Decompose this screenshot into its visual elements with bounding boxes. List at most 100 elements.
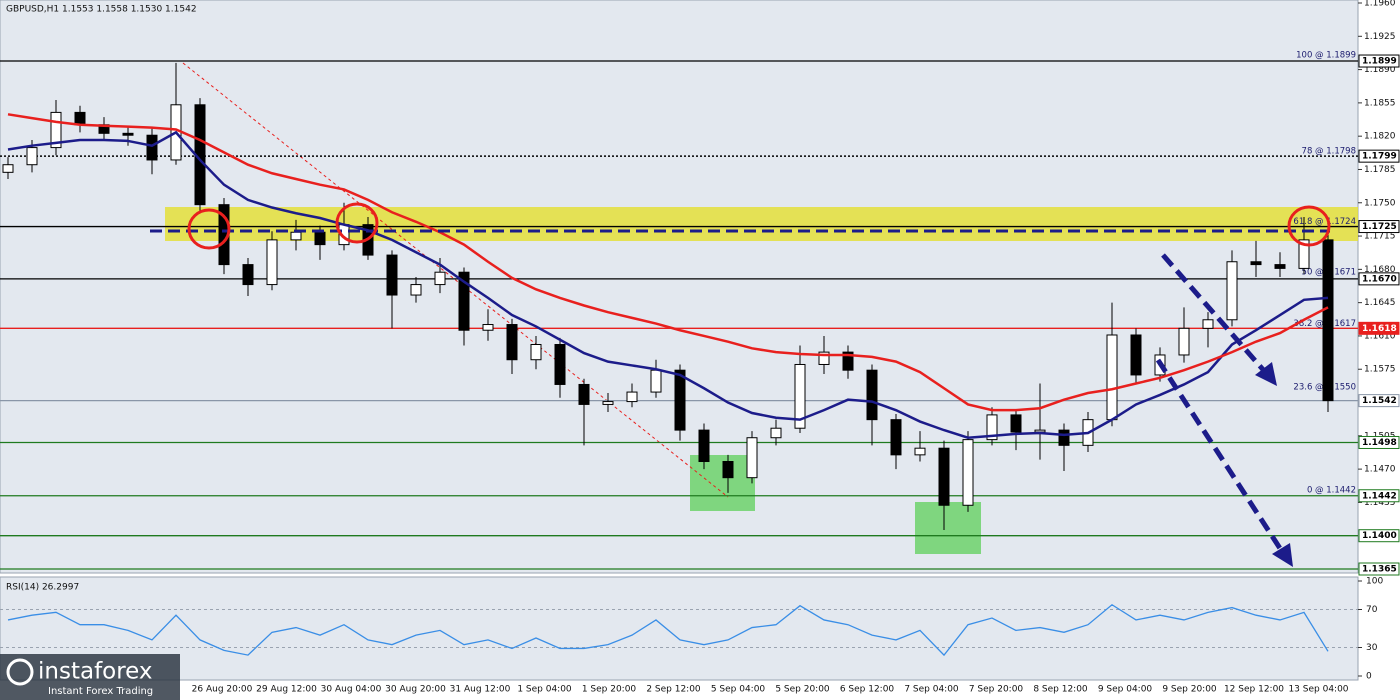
watermark-logo xyxy=(6,658,34,686)
candle-body xyxy=(242,264,254,286)
arrow-shaft xyxy=(1161,253,1268,375)
candle-body xyxy=(674,369,686,431)
candle-body xyxy=(506,324,518,361)
candle-body xyxy=(266,239,278,286)
candle-body xyxy=(482,324,494,331)
price-box-label: 1.1400 xyxy=(1362,531,1397,541)
y-tick-label: 70 xyxy=(1366,605,1378,615)
over-layer xyxy=(150,202,1331,567)
brand-tagline: Instant Forex Trading xyxy=(48,686,153,697)
y-tick-label: 1.1435 xyxy=(1364,498,1396,508)
candle-body xyxy=(554,344,566,385)
x-tick-label: 1 Sep 20:00 xyxy=(582,685,637,695)
candle-body xyxy=(458,271,470,331)
candle-body xyxy=(434,271,446,286)
fib-label: 61.8 @ 1.1724 xyxy=(1293,217,1356,227)
candle-body xyxy=(530,344,542,361)
y-tick-label: 1.1925 xyxy=(1364,32,1396,42)
candle-body xyxy=(26,147,38,166)
x-tick-label: 6 Sep 12:00 xyxy=(840,685,895,695)
candle-body xyxy=(962,439,974,506)
price-box-label: 1.1498 xyxy=(1362,438,1397,448)
price-box xyxy=(1358,321,1400,335)
candle-body xyxy=(1202,319,1214,329)
candle-body xyxy=(290,231,302,241)
x-tick-label: 29 Aug 12:00 xyxy=(256,685,317,695)
moving-average xyxy=(7,113,1329,412)
candle-body xyxy=(842,351,854,371)
candle-body xyxy=(1322,239,1334,402)
candle-body xyxy=(50,111,62,149)
x-tick-label: 5 Sep 20:00 xyxy=(775,685,830,695)
candle-body xyxy=(386,254,398,296)
price-box-label: 1.1542 xyxy=(1362,396,1397,406)
circle-marker xyxy=(1287,205,1331,247)
candle-body xyxy=(626,391,638,403)
x-tick-label: 2 Sep 12:00 xyxy=(646,685,701,695)
price-box-label: 1.1618 xyxy=(1362,324,1397,334)
y-tick-label: 1.1610 xyxy=(1364,331,1396,341)
y-tick-label: 1.1890 xyxy=(1364,65,1396,75)
fib-label: 0 @ 1.1442 xyxy=(1307,485,1356,495)
candle-body xyxy=(698,429,710,463)
x-tick-label: 26 Aug 20:00 xyxy=(192,685,253,695)
y-tick-label: 1.1820 xyxy=(1364,132,1396,142)
candle-body xyxy=(1298,239,1310,269)
candle-body xyxy=(890,419,902,456)
price-box-label: 1.1442 xyxy=(1362,491,1397,501)
x-tick-label: 31 Aug 12:00 xyxy=(450,685,511,695)
plot-layer xyxy=(2,62,1334,657)
arrow-shaft xyxy=(1155,358,1286,555)
y-tick-label: 30 xyxy=(1366,643,1378,653)
candle-body xyxy=(2,164,14,173)
candle-body xyxy=(74,111,86,126)
candle-body xyxy=(794,363,806,429)
candle-body xyxy=(914,447,926,456)
price-box xyxy=(1358,394,1400,408)
x-tick-label: 13 Sep 04:00 xyxy=(1288,685,1348,695)
x-tick-label: 9 Sep 04:00 xyxy=(1098,685,1153,695)
x-tick-label: 12 Sep 12:00 xyxy=(1224,685,1284,695)
price-box xyxy=(1358,220,1400,234)
price-box xyxy=(1358,529,1400,543)
price-box xyxy=(1358,435,1400,449)
candle-body xyxy=(1274,264,1286,269)
candle-body xyxy=(146,134,158,161)
price-box xyxy=(1358,54,1400,68)
fib-label: 100 @ 1.1899 xyxy=(1296,51,1356,61)
price-box-label: 1.1365 xyxy=(1362,565,1397,575)
y-tick-label: 1.1645 xyxy=(1364,298,1396,308)
candle-body xyxy=(986,414,998,441)
candle-body xyxy=(746,437,758,479)
price-box-label: 1.1899 xyxy=(1362,57,1397,67)
support-box xyxy=(915,502,981,554)
x-tick-label: 5 Sep 04:00 xyxy=(711,685,766,695)
candle-body xyxy=(410,284,422,296)
candle-body xyxy=(938,447,950,506)
candle-body xyxy=(770,427,782,439)
fib-diagonal xyxy=(182,62,729,498)
candle-body xyxy=(1058,429,1070,446)
x-tick-label: 30 Aug 04:00 xyxy=(321,685,382,695)
y-tick-label: 1.1855 xyxy=(1364,98,1396,108)
candle-body xyxy=(1226,261,1238,321)
x-tick-label: 8 Sep 12:00 xyxy=(1033,685,1088,695)
symbol: GBPUSD,H1 xyxy=(6,5,59,15)
circle-marker xyxy=(335,202,379,244)
quote: 1.1553 1.1558 1.1530 1.1542 xyxy=(62,5,197,15)
watermark: instaforex Instant Forex Trading xyxy=(0,654,180,700)
price-box-label: 1.1725 xyxy=(1362,222,1397,232)
y-tick-label: 1.1750 xyxy=(1364,198,1396,208)
candle-body xyxy=(650,369,662,393)
y-tick-label: 100 xyxy=(1366,577,1383,587)
candle-body xyxy=(122,132,134,136)
y-tick-label: 1.1960 xyxy=(1364,0,1396,9)
candle-body xyxy=(1178,327,1190,356)
brand-name: instaforex xyxy=(38,659,153,685)
price-box xyxy=(1358,489,1400,503)
candle-body xyxy=(1010,414,1022,433)
axis-layer: 1.1960 1.1925 1.1890 1.1855 1.1820 1.1785 1.17… xyxy=(192,0,1400,695)
x-tick-label: 1 Sep 04:00 xyxy=(517,685,572,695)
